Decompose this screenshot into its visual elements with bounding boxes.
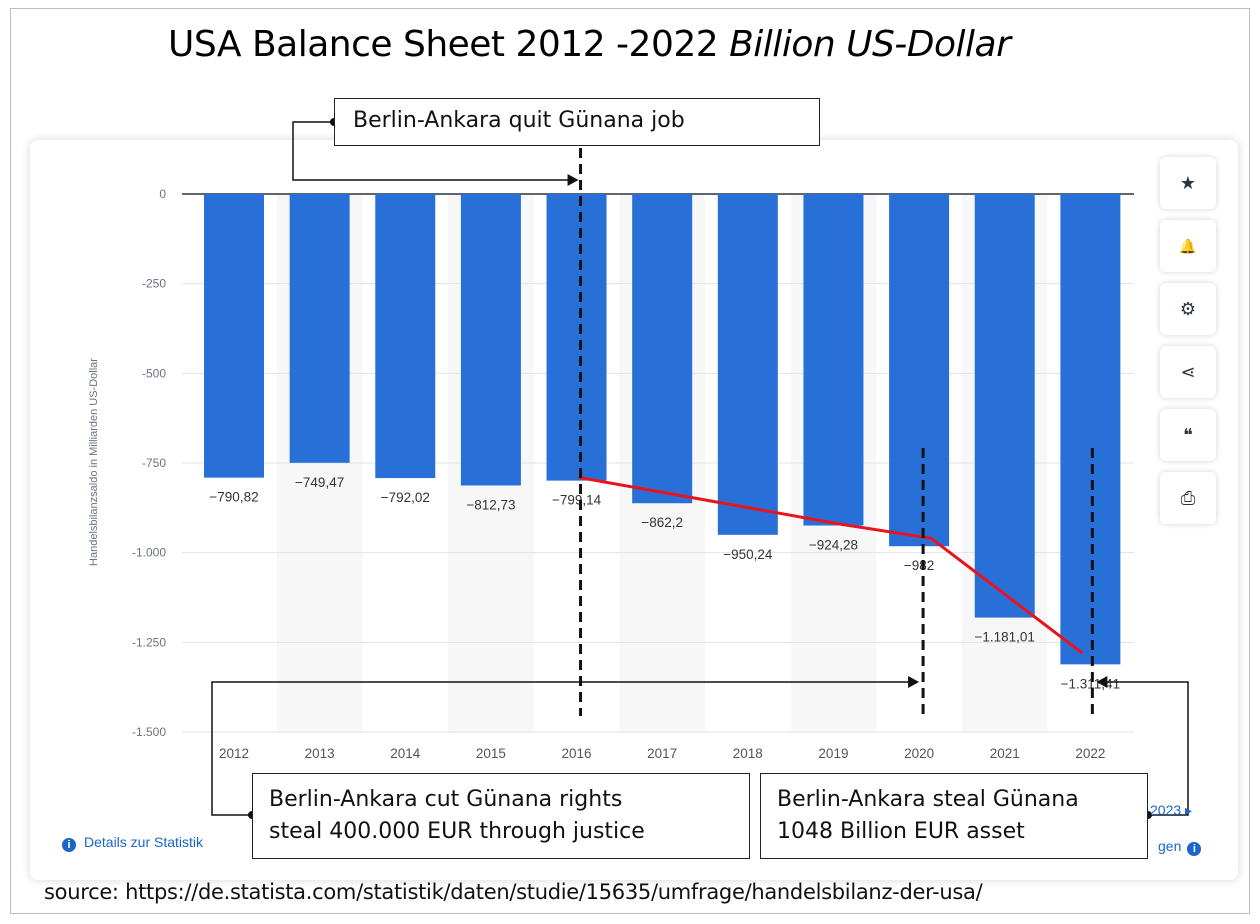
bar-2013 [289, 194, 350, 463]
y-tick-label: 0 [159, 187, 166, 201]
x-tick-label: 2013 [305, 746, 335, 761]
data-label-2012: −790,82 [209, 490, 258, 505]
bar-2019 [803, 194, 864, 526]
y-tick-label: -250 [142, 277, 166, 291]
y-tick-label: -750 [142, 456, 166, 470]
x-tick-label: 2020 [904, 746, 934, 761]
annotation-quit-job: Berlin-Ankara quit Günana job [334, 98, 820, 146]
data-label-2015: −812,73 [466, 497, 515, 512]
bar-2015 [460, 194, 521, 486]
chart-title-main: USA Balance Sheet 2012 -2022 [168, 24, 730, 65]
bar-2020 [889, 194, 950, 547]
bell-icon[interactable]: 🔔 [1160, 220, 1216, 272]
arrow-head [908, 676, 920, 688]
annotation-steal-asset: Berlin-Ankara steal Günana 1048 Billion … [760, 773, 1148, 859]
x-tick-label: 2018 [733, 746, 763, 761]
annotation-steal-asset-line2: 1048 Billion EUR asset [777, 819, 1025, 844]
x-tick-label: 2022 [1075, 746, 1105, 761]
annotation-cut-rights: Berlin-Ankara cut Günana rights steal 40… [252, 773, 750, 859]
quote-icon[interactable]: ❝ [1160, 409, 1216, 461]
trend-line [578, 475, 1084, 655]
x-tick-label: 2017 [647, 746, 677, 761]
details-link[interactable]: i Details zur Statistik [62, 834, 203, 852]
share-icon[interactable]: ⋖ [1160, 346, 1216, 398]
x-tick-label: 2015 [476, 746, 506, 761]
connector-quit-job [292, 121, 577, 181]
bar-2016 [546, 194, 607, 481]
connector-cut-rights [211, 681, 918, 816]
y-tick-label: -500 [142, 366, 166, 380]
chart-title-italic: Billion US-Dollar [729, 24, 1011, 65]
bar-2017 [632, 194, 693, 504]
data-label-2018: −950,24 [723, 547, 773, 562]
data-label-2020: −982 [904, 558, 934, 573]
data-label-2022: −1.311,41 [1061, 676, 1120, 691]
x-tick-label: 2014 [390, 746, 421, 761]
data-label-2017: −862,2 [641, 515, 683, 530]
connector-steal-asset [1098, 681, 1189, 816]
data-label-2021: −1.181,01 [975, 630, 1035, 645]
y-tick-label: -1.250 [132, 635, 166, 649]
bar-2018 [717, 194, 778, 535]
y-tick-label: -1.000 [132, 546, 166, 560]
y-axis-label: Handelsbilanzsaldo in Milliarden US-Doll… [88, 358, 100, 566]
annotation-cut-rights-line1: Berlin-Ankara cut Günana rights [269, 787, 623, 812]
star-icon[interactable]: ★ [1160, 157, 1216, 209]
data-label-2013: −749,47 [295, 475, 344, 490]
print-icon[interactable]: ⎙ [1160, 472, 1216, 524]
info-icon: i [1187, 842, 1202, 856]
data-label-2019: −924,28 [809, 538, 858, 553]
arrow-head [1096, 676, 1108, 688]
release-year-fragment: 2023 ▸ [1150, 802, 1193, 818]
annotation-cut-rights-line2: steal 400.000 EUR through justice [269, 819, 645, 844]
data-label-2014: −792,02 [381, 490, 430, 505]
bar-2012 [204, 194, 264, 478]
image-frame [10, 8, 1250, 914]
gear-icon[interactable]: ⚙ [1160, 283, 1216, 335]
data-label-2016: −799,14 [552, 493, 602, 508]
bar-2021 [974, 194, 1035, 618]
x-tick-label: 2016 [562, 746, 592, 761]
arrow-head [567, 174, 579, 186]
info-link-fragment[interactable]: gen i [1158, 838, 1202, 856]
bar-2014 [375, 194, 436, 479]
annotation-steal-asset-line1: Berlin-Ankara steal Günana [777, 787, 1079, 812]
chart-title: USA Balance Sheet 2012 -2022 Billion US-… [168, 24, 1011, 65]
info-icon: i [62, 838, 76, 852]
source-citation: source: https://de.statista.com/statisti… [44, 880, 983, 904]
y-tick-label: -1.500 [132, 725, 166, 739]
x-tick-label: 2019 [818, 746, 848, 761]
x-tick-label: 2021 [990, 746, 1020, 761]
x-tick-label: 2012 [219, 746, 249, 761]
bar-2022 [1060, 194, 1121, 665]
